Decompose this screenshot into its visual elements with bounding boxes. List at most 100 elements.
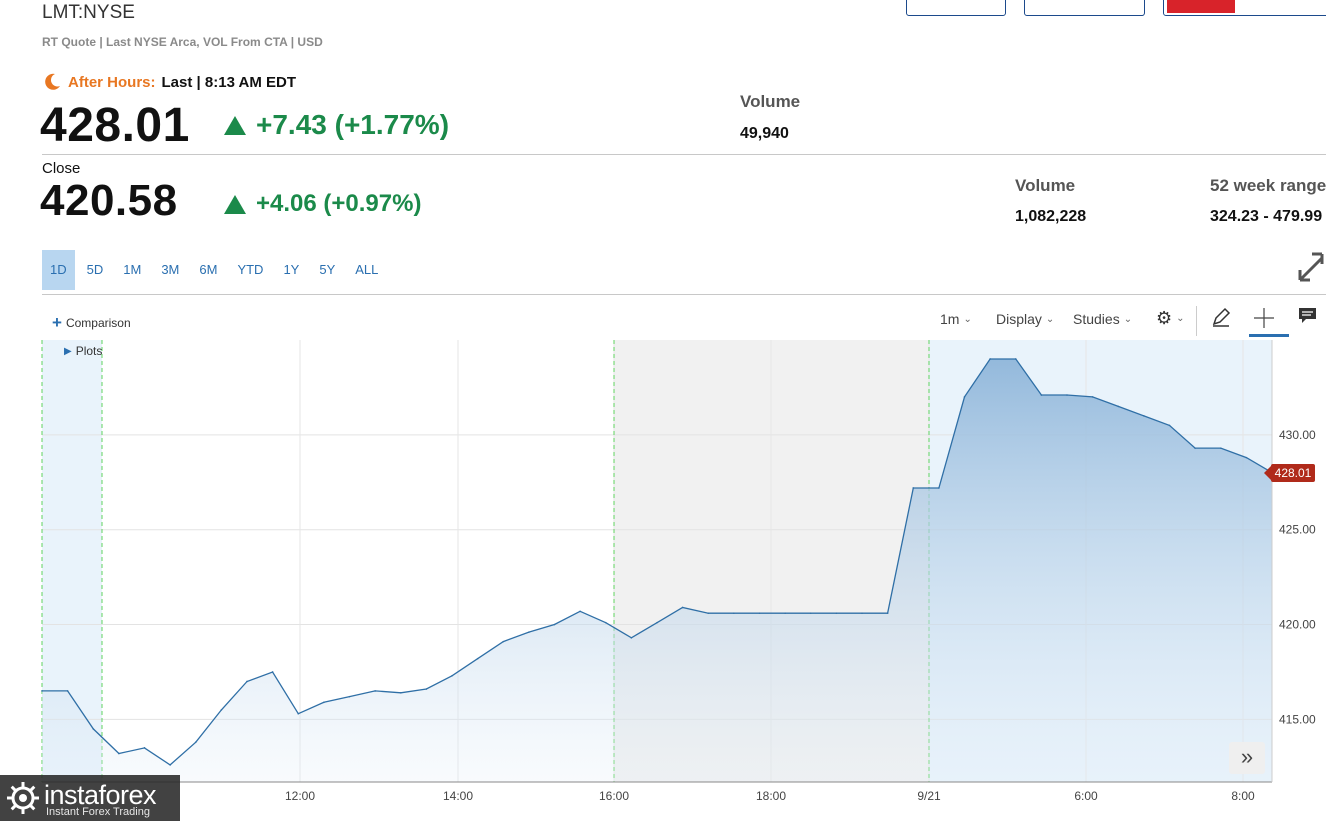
quote-subtitle: RT Quote | Last NYSE Arca, VOL From CTA …: [42, 35, 323, 49]
price-point: [297, 712, 300, 715]
x-tick-label: 6:00: [1074, 789, 1098, 803]
studies-menu[interactable]: Studies ⌄: [1073, 311, 1132, 327]
comparison-button[interactable]: + Comparison: [52, 313, 131, 333]
display-label: Display: [996, 311, 1042, 327]
comparison-label: Comparison: [65, 316, 131, 330]
price-point: [220, 709, 223, 711]
chevron-down-icon: ⌄: [963, 313, 972, 325]
y-tick-label: 425.00: [1279, 523, 1316, 537]
price-point: [1117, 405, 1120, 408]
triangle-right-icon: ▶: [64, 345, 72, 357]
x-tick-label: 9/21: [917, 789, 941, 803]
crosshair-icon[interactable]: [1250, 304, 1280, 334]
price-point: [553, 623, 556, 626]
week-range-label: 52 week range: [1210, 176, 1326, 195]
range-tab-1y[interactable]: 1Y: [283, 262, 300, 277]
price-area: [42, 359, 1272, 782]
price-point: [604, 621, 607, 624]
price-point: [246, 680, 248, 683]
range-tab-3m[interactable]: 3M: [161, 262, 180, 277]
studies-label: Studies: [1073, 311, 1120, 327]
price-point: [886, 612, 889, 614]
watermark-name: instaforex: [44, 780, 157, 810]
x-axis-ticks: 12:00 14:00 16:00 18:00 9/21 6:00 8:00: [285, 789, 1255, 803]
interval-label: 1m: [940, 311, 960, 327]
price-point: [1066, 394, 1068, 396]
section-divider: [42, 154, 1326, 155]
scroll-right-button[interactable]: »: [1229, 742, 1265, 774]
price-point: [707, 612, 710, 614]
price-point: [758, 612, 761, 614]
after-hours-label: After Hours:: [68, 73, 156, 91]
ah-volume-label: Volume: [740, 92, 801, 111]
price-point: [169, 764, 171, 766]
crosshair-active-indicator: [1249, 334, 1289, 337]
price-point: [912, 487, 915, 489]
range-tab-5y[interactable]: 5Y: [319, 262, 336, 277]
close-change-text: +4.06 (+0.97%): [256, 190, 422, 217]
settings-button[interactable]: ⚙ ⌄: [1156, 308, 1185, 329]
up-arrow-icon: [224, 115, 246, 135]
chevron-down-icon: ⌄: [1045, 313, 1055, 325]
watermark-tagline: Instant Forex Trading: [46, 806, 150, 818]
price-point: [733, 612, 735, 614]
price-point: [451, 674, 453, 677]
price-point: [784, 612, 786, 614]
x-tick-label: 16:00: [599, 789, 629, 803]
price-point: [528, 631, 530, 633]
instaforex-watermark: instaforex Instant Forex Trading: [0, 775, 180, 821]
range-tab-1m[interactable]: 1M: [123, 262, 142, 277]
live-tv-button[interactable]: [1163, 0, 1326, 16]
x-tick-label: 18:00: [756, 789, 786, 803]
range-tab-ytd[interactable]: YTD: [237, 262, 264, 277]
chevron-down-icon: ⌄: [1176, 313, 1185, 324]
moon-icon: [45, 73, 60, 90]
price-point: [1014, 358, 1017, 360]
price-point: [271, 671, 274, 673]
double-chevron-right-icon: »: [1240, 744, 1254, 769]
price-point: [1143, 415, 1145, 417]
price-point: [425, 688, 428, 690]
price-point: [374, 690, 376, 692]
plots-toggle[interactable]: ▶ Plots: [64, 344, 102, 358]
price-point: [323, 701, 325, 704]
x-tick-label: 8:00: [1231, 789, 1255, 803]
price-point: [143, 747, 146, 749]
up-arrow-icon: [224, 194, 246, 214]
after-hours-time: Last | 8:13 AM EDT: [161, 73, 297, 91]
range-tab-1d[interactable]: 1D: [42, 250, 75, 290]
price-point: [92, 728, 95, 730]
export-button[interactable]: [906, 0, 1006, 16]
price-point: [630, 637, 633, 639]
price-point: [41, 690, 43, 692]
price-point: [399, 692, 402, 694]
price-point: [1168, 424, 1171, 427]
y-tick-label: 420.00: [1279, 618, 1316, 632]
range-tab-6m[interactable]: 6M: [199, 262, 218, 277]
pencil-icon[interactable]: [1210, 306, 1232, 328]
after-hours-change: +7.43 (+1.77%): [224, 109, 449, 141]
after-hours-price: 428.01: [40, 99, 190, 152]
ticker-symbol: LMT:NYSE: [42, 2, 135, 23]
comment-icon[interactable]: [1298, 307, 1318, 325]
after-hours-row: After Hours: Last | 8:13 AM EDT: [42, 72, 296, 92]
price-point: [835, 612, 838, 614]
price-point: [194, 741, 197, 743]
display-menu[interactable]: Display ⌄: [996, 311, 1054, 327]
price-point: [579, 610, 581, 613]
range-tab-5d[interactable]: 5D: [86, 262, 104, 277]
gear-icon: ⚙: [1156, 308, 1173, 328]
price-point: [502, 640, 505, 643]
price-point: [861, 612, 863, 614]
plus-icon: +: [52, 313, 62, 332]
range-tab-all[interactable]: ALL: [355, 262, 379, 277]
interval-select[interactable]: 1m ⌄: [940, 311, 972, 327]
price-point: [1091, 396, 1094, 398]
watchlist-button[interactable]: [1024, 0, 1145, 16]
close-price: 420.58: [40, 176, 178, 225]
expand-icon[interactable]: [1296, 250, 1326, 284]
range-divider: [42, 294, 1326, 295]
price-point: [656, 621, 658, 624]
x-tick-label: 12:00: [285, 789, 315, 803]
